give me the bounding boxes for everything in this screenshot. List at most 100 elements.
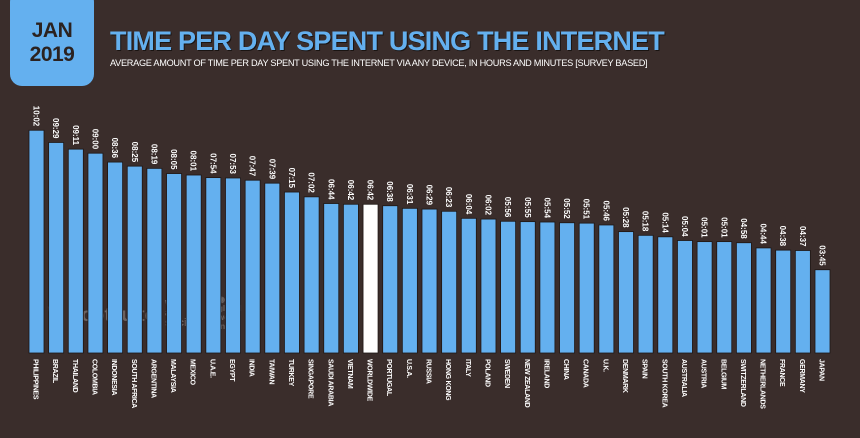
value-label: 09:00 <box>90 129 99 150</box>
value-label: 05:55 <box>523 197 532 218</box>
chart-title: TIME PER DAY SPENT USING THE INTERNET <box>110 26 665 56</box>
bar-u-a-e- <box>205 177 222 354</box>
bar-taiwan <box>264 182 281 354</box>
category-label: TAIWAN <box>267 359 274 385</box>
value-label: 06:38 <box>385 181 394 202</box>
value-label: 05:28 <box>621 207 630 228</box>
value-label: 03:45 <box>818 245 827 266</box>
value-label: 05:52 <box>562 198 571 219</box>
category-label: ARGENTINA <box>149 359 156 398</box>
value-label: 10:02 <box>32 106 41 127</box>
bar-germany <box>794 250 811 354</box>
bar-singapore <box>303 196 320 354</box>
category-label: BRAZIL <box>51 359 58 384</box>
category-label: WORLDWIDE <box>366 359 373 402</box>
category-label: MALAYSIA <box>169 359 176 393</box>
bar-egypt <box>225 177 241 354</box>
date-month: JAN <box>31 19 73 42</box>
value-label: 07:54 <box>208 153 217 174</box>
bar-saudi-arabia <box>323 203 340 354</box>
bar-brazil <box>48 142 65 354</box>
value-label: 09:11 <box>71 125 80 146</box>
value-label: 08:19 <box>149 144 158 165</box>
bar-u-k- <box>598 224 615 354</box>
bar-canada <box>578 222 595 354</box>
bar-sweden <box>500 220 517 354</box>
value-label: 05:01 <box>719 217 728 238</box>
bar-new-zealand <box>519 221 536 354</box>
value-label: 07:47 <box>248 156 257 177</box>
category-label: ITALY <box>464 359 471 377</box>
value-label: 06:29 <box>425 185 434 206</box>
category-label: FRANCE <box>778 359 785 387</box>
category-label: AUSTRALIA <box>680 359 687 397</box>
value-label: 06:44 <box>326 179 335 200</box>
value-label: 05:01 <box>700 217 709 238</box>
bar-vietnam <box>342 203 359 354</box>
category-label: SWEDEN <box>503 359 510 388</box>
bar-india <box>244 179 261 354</box>
value-label: 07:53 <box>228 154 237 175</box>
value-label: 08:05 <box>169 149 178 170</box>
value-label: 04:38 <box>778 226 787 247</box>
category-label: INDONESIA <box>110 359 117 395</box>
category-label: SOUTH AFRICA <box>130 359 137 408</box>
category-label: HONG KONG <box>444 359 451 401</box>
category-label: BELGIUM <box>719 359 726 390</box>
category-label: MEXICO <box>189 359 196 386</box>
bar-italy <box>460 217 477 354</box>
bar-portugal <box>382 205 399 354</box>
category-label: SWITZERLAND <box>739 359 746 407</box>
bar-worldwide <box>362 203 379 354</box>
bar-turkey <box>284 191 300 354</box>
bar-colombia <box>87 152 104 354</box>
bar-japan <box>814 269 831 354</box>
category-label: TURKEY <box>287 359 294 387</box>
category-label: CANADA <box>582 359 589 388</box>
category-label: U.S.A. <box>405 359 412 378</box>
value-label: 05:56 <box>503 197 512 218</box>
value-label: 07:39 <box>267 159 276 180</box>
value-label: 08:36 <box>110 138 119 159</box>
bar-belgium <box>716 241 733 354</box>
bar-mexico <box>185 174 202 354</box>
bar-philippines <box>28 129 45 354</box>
category-label: COLOMBIA <box>90 359 97 395</box>
date-badge: JAN 2019 <box>10 0 94 86</box>
bar-austria <box>696 241 713 354</box>
category-label: EGYPT <box>228 359 235 382</box>
value-label: 04:44 <box>759 223 768 244</box>
bar-netherlands <box>755 247 772 354</box>
bar-hong-kong <box>441 210 458 354</box>
bar-malaysia <box>166 173 182 354</box>
category-label: GERMANY <box>798 359 805 393</box>
value-label: 07:02 <box>307 172 316 193</box>
value-label: 05:51 <box>582 199 591 220</box>
category-label: THAILAND <box>71 359 78 393</box>
category-label: SOUTH KOREA <box>660 359 667 408</box>
value-label: 05:46 <box>601 201 610 222</box>
category-label: VIETNAM <box>346 359 353 389</box>
value-label: 06:42 <box>366 180 375 201</box>
date-year: 2019 <box>29 43 75 66</box>
category-label: PORTUGAL <box>385 359 392 397</box>
category-label: NETHERLANDS <box>759 359 766 409</box>
value-label: 08:01 <box>189 151 198 172</box>
category-label: U.K. <box>601 359 608 372</box>
category-label: POLAND <box>483 359 490 387</box>
bar-u-s-a- <box>401 207 418 354</box>
value-label: 05:54 <box>542 198 551 219</box>
category-label: INDIA <box>248 359 255 377</box>
bar-poland <box>480 218 497 354</box>
category-label: CHINA <box>562 359 569 380</box>
bar-ireland <box>539 221 556 354</box>
category-label: IRELAND <box>542 359 549 388</box>
value-label: 08:25 <box>130 142 139 163</box>
category-label: DENMARK <box>621 359 628 393</box>
category-label: SAUDI ARABIA <box>326 359 333 406</box>
value-label: 05:18 <box>641 211 650 232</box>
category-label: PHILIPPINES <box>32 359 39 400</box>
bar-indonesia <box>107 161 123 354</box>
bar-south-korea <box>657 236 674 354</box>
